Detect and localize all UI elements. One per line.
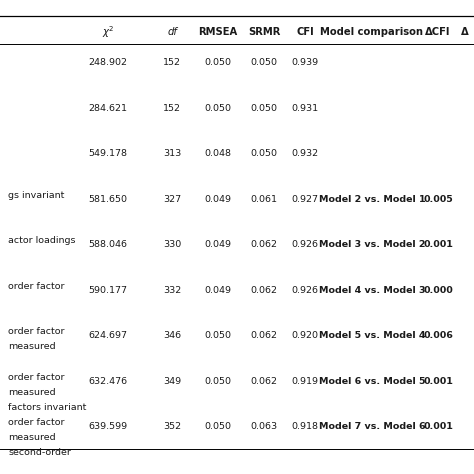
Text: measured: measured — [8, 433, 55, 442]
Text: 332: 332 — [163, 285, 181, 294]
Text: 0.062: 0.062 — [250, 331, 277, 340]
Text: Model 5 vs. Model 4: Model 5 vs. Model 4 — [319, 331, 425, 340]
Text: 0.048: 0.048 — [204, 149, 231, 158]
Text: 0.939: 0.939 — [292, 58, 319, 67]
Text: 588.046: 588.046 — [89, 240, 128, 249]
Text: 0.005: 0.005 — [423, 194, 453, 203]
Text: 352: 352 — [163, 422, 181, 431]
Text: measured: measured — [8, 388, 55, 397]
Text: 0.049: 0.049 — [204, 194, 231, 203]
Text: 0.050: 0.050 — [250, 149, 277, 158]
Text: measured: measured — [8, 342, 55, 351]
Text: 284.621: 284.621 — [89, 103, 128, 112]
Text: 0.063: 0.063 — [250, 422, 278, 431]
Text: Model 7 vs. Model 6: Model 7 vs. Model 6 — [319, 422, 425, 431]
Text: $\chi^2$: $\chi^2$ — [102, 24, 114, 40]
Text: 313: 313 — [163, 149, 181, 158]
Text: CFI: CFI — [296, 27, 314, 37]
Text: 152: 152 — [163, 103, 181, 112]
Text: 0.061: 0.061 — [250, 194, 277, 203]
Text: Model 4 vs. Model 3: Model 4 vs. Model 3 — [319, 285, 425, 294]
Text: Δ: Δ — [461, 27, 469, 37]
Text: 549.178: 549.178 — [89, 149, 128, 158]
Text: 0.926: 0.926 — [292, 240, 319, 249]
Text: 632.476: 632.476 — [89, 376, 128, 385]
Text: 0.919: 0.919 — [292, 376, 319, 385]
Text: 581.650: 581.650 — [89, 194, 128, 203]
Text: factors invariant: factors invariant — [8, 402, 86, 411]
Text: gs invariant: gs invariant — [8, 191, 64, 200]
Text: 0.001: 0.001 — [423, 422, 453, 431]
Text: 0.926: 0.926 — [292, 285, 319, 294]
Text: 248.902: 248.902 — [89, 58, 128, 67]
Text: 0.050: 0.050 — [204, 376, 231, 385]
Text: actor loadings: actor loadings — [8, 236, 75, 245]
Text: SRMR: SRMR — [248, 27, 280, 37]
Text: 0.050: 0.050 — [204, 331, 231, 340]
Text: 0.006: 0.006 — [423, 331, 453, 340]
Text: 0.049: 0.049 — [204, 240, 231, 249]
Text: order factor: order factor — [8, 327, 64, 336]
Text: Model 2 vs. Model 1: Model 2 vs. Model 1 — [319, 194, 425, 203]
Text: Model comparison: Model comparison — [320, 27, 423, 37]
Text: 0.927: 0.927 — [292, 194, 319, 203]
Text: ΔCFI: ΔCFI — [425, 27, 451, 37]
Text: 0.000: 0.000 — [423, 285, 453, 294]
Text: 346: 346 — [163, 331, 181, 340]
Text: df: df — [167, 27, 177, 37]
Text: 0.050: 0.050 — [204, 422, 231, 431]
Text: 0.931: 0.931 — [292, 103, 319, 112]
Text: 349: 349 — [163, 376, 181, 385]
Text: second-order: second-order — [8, 448, 71, 457]
Text: 590.177: 590.177 — [89, 285, 128, 294]
Text: order factor: order factor — [8, 282, 64, 291]
Text: 152: 152 — [163, 58, 181, 67]
Text: Model 6 vs. Model 5: Model 6 vs. Model 5 — [319, 376, 425, 385]
Text: 0.920: 0.920 — [292, 331, 319, 340]
Text: 0.918: 0.918 — [292, 422, 319, 431]
Text: 0.050: 0.050 — [204, 103, 231, 112]
Text: 0.062: 0.062 — [250, 376, 277, 385]
Text: 0.001: 0.001 — [423, 240, 453, 249]
Text: order factor: order factor — [8, 373, 64, 382]
Text: 0.001: 0.001 — [423, 376, 453, 385]
Text: 330: 330 — [163, 240, 181, 249]
Text: 639.599: 639.599 — [89, 422, 128, 431]
Text: 0.050: 0.050 — [204, 58, 231, 67]
Text: 624.697: 624.697 — [89, 331, 128, 340]
Text: Model 3 vs. Model 2: Model 3 vs. Model 2 — [319, 240, 425, 249]
Text: 0.062: 0.062 — [250, 285, 277, 294]
Text: 0.932: 0.932 — [292, 149, 319, 158]
Text: order factor: order factor — [8, 418, 64, 427]
Text: 0.050: 0.050 — [250, 103, 277, 112]
Text: 0.050: 0.050 — [250, 58, 277, 67]
Text: 0.062: 0.062 — [250, 240, 277, 249]
Text: 0.049: 0.049 — [204, 285, 231, 294]
Text: RMSEA: RMSEA — [199, 27, 237, 37]
Text: 327: 327 — [163, 194, 181, 203]
